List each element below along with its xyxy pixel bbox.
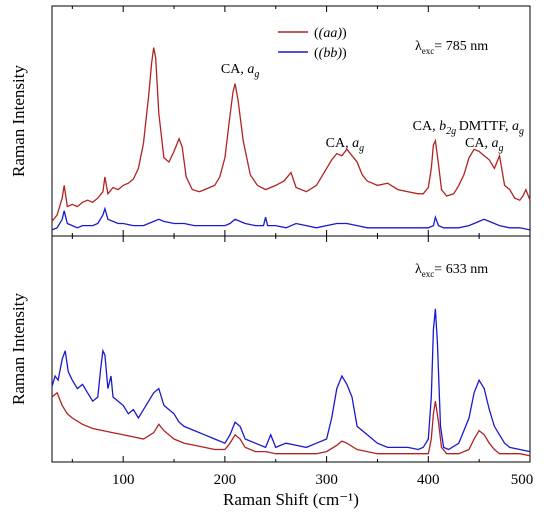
peak-annotation: CA, ag <box>465 136 503 154</box>
bottom-exc-sub: exc <box>422 269 435 279</box>
peak-annotation: CA, ag <box>221 62 259 80</box>
top-excitation-label: λexc= 785 nm <box>415 39 488 56</box>
x-tick-label: 300 <box>315 472 338 488</box>
bottom-panel-frame <box>51 235 531 463</box>
top-series-bb-line <box>51 206 531 231</box>
bottom-exc-rest: = 633 nm <box>434 262 488 277</box>
bottom-excitation-label: λexc= 633 nm <box>415 262 488 279</box>
bottom-series-aa-line <box>51 391 531 457</box>
bottom-series-bb-line <box>51 308 531 453</box>
legend-label-bb: ((bb)) <box>314 46 347 61</box>
top-plot-area <box>51 47 531 231</box>
bottom-exc-symbol: λ <box>415 262 422 277</box>
legend: ((aa)) ((bb)) <box>278 26 347 61</box>
bottom-plot-area: 100 200 300 400 500 <box>51 6 534 488</box>
peak-annotation: CA, b2g <box>413 119 456 137</box>
peak-annotation: CA, ag <box>326 136 364 154</box>
top-exc-symbol: λ <box>415 39 422 54</box>
legend-label-aa-text: (aa) <box>319 26 343 41</box>
top-series-aa-line <box>51 47 531 222</box>
legend-label-bb-text: (bb) <box>319 46 343 61</box>
legend-label-aa: ((aa)) <box>314 26 347 41</box>
top-exc-sub: exc <box>422 46 435 56</box>
top-y-axis-label: Raman Intensity <box>9 65 28 177</box>
x-tick-label: 100 <box>112 472 135 488</box>
x-tick-label: 200 <box>214 472 237 488</box>
bottom-y-axis-label: Raman Intensity <box>9 293 28 405</box>
peak-annotation: DMTTF, ag <box>459 119 524 137</box>
x-tick-label: 400 <box>417 472 440 488</box>
x-tick-label: 500 <box>511 472 534 488</box>
x-axis-label: Raman Shift (cm⁻¹) <box>223 490 359 509</box>
top-exc-rest: = 785 nm <box>434 39 488 54</box>
